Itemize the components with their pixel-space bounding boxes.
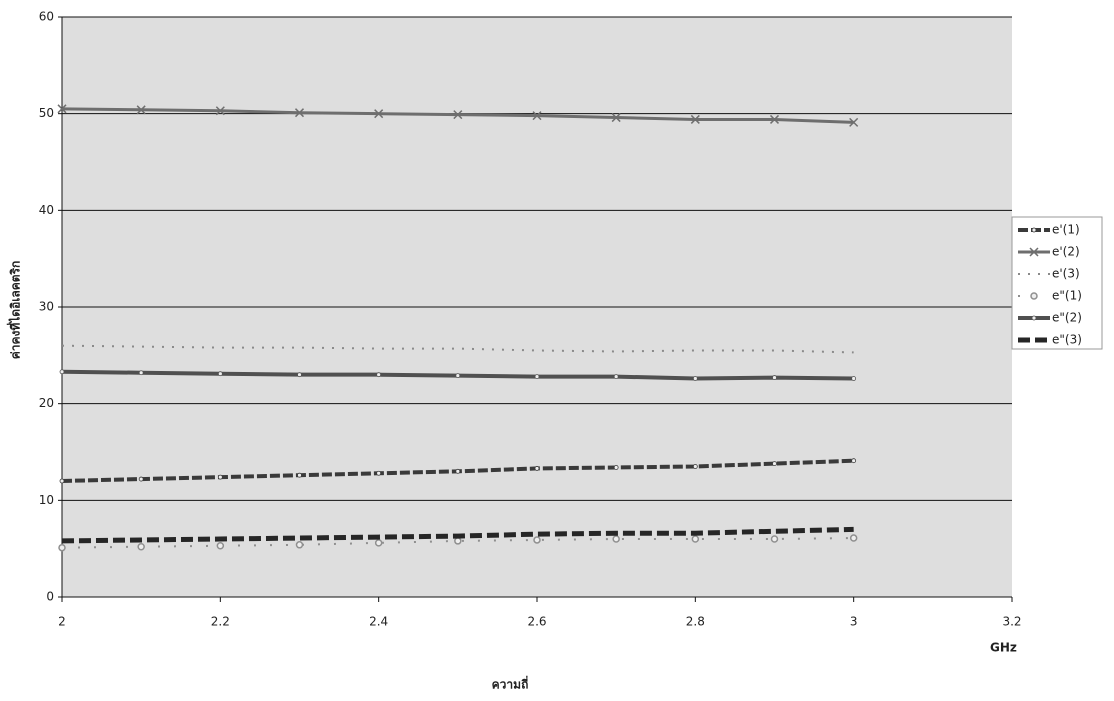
x-tick-label: 3.2 — [1002, 615, 1021, 629]
legend-marker — [1029, 247, 1039, 257]
marker — [770, 535, 779, 543]
marker — [849, 534, 858, 542]
marker — [772, 461, 777, 467]
marker — [533, 536, 541, 544]
series-line — [61, 526, 854, 544]
y-axis-title: ค่าคงที่ไดอิเลคตริก — [7, 261, 23, 360]
y-tick-label: 10 — [39, 493, 54, 507]
marker — [613, 374, 619, 380]
marker — [136, 105, 146, 115]
y-tick-label: 30 — [39, 300, 54, 314]
marker — [138, 476, 144, 482]
marker — [849, 117, 859, 127]
marker — [769, 114, 780, 124]
legend-label: e'(3) — [1052, 267, 1080, 281]
marker — [534, 374, 540, 380]
legend — [1011, 216, 1103, 350]
marker — [297, 372, 302, 378]
marker — [374, 109, 384, 119]
x-tick-label: 2.2 — [211, 615, 230, 629]
marker — [692, 464, 698, 469]
marker — [692, 376, 698, 381]
marker — [851, 458, 857, 464]
marker — [216, 542, 225, 550]
x-tick-label: 2.6 — [527, 615, 546, 629]
legend-marker — [1030, 292, 1038, 300]
legend-label: e"(2) — [1052, 311, 1082, 325]
x-tick-label: 3 — [850, 615, 858, 629]
legend-marker — [1031, 315, 1037, 321]
marker — [691, 535, 700, 543]
marker — [455, 373, 461, 379]
marker — [612, 535, 620, 543]
marker — [453, 110, 463, 120]
marker — [295, 541, 304, 549]
marker — [532, 111, 542, 121]
x-unit-label: GHz — [990, 641, 1017, 655]
marker — [217, 474, 223, 480]
marker — [59, 478, 65, 484]
marker — [534, 466, 540, 471]
marker — [217, 371, 223, 377]
y-tick-label: 40 — [39, 203, 54, 217]
marker — [374, 539, 383, 547]
marker — [215, 106, 225, 116]
y-tick-label: 50 — [39, 106, 54, 120]
legend-label: e"(3) — [1052, 333, 1082, 347]
marker — [772, 375, 777, 380]
y-tick-label: 0 — [46, 590, 54, 604]
y-tick-label: 60 — [39, 10, 54, 24]
legend-label: e'(2) — [1052, 245, 1080, 259]
marker — [611, 113, 621, 123]
marker — [613, 465, 619, 470]
x-tick-label: 2 — [58, 615, 66, 629]
legend-marker — [1031, 227, 1037, 233]
marker — [376, 470, 382, 476]
marker — [57, 104, 67, 114]
marker — [138, 370, 144, 376]
x-tick-label: 2.8 — [686, 615, 705, 629]
x-tick-label: 2.4 — [369, 615, 388, 629]
legend-label: e'(1) — [1052, 223, 1080, 237]
x-axis-title: ความถี่ — [492, 676, 529, 692]
marker — [294, 108, 305, 118]
marker — [454, 537, 462, 545]
marker — [297, 472, 302, 478]
marker — [851, 376, 857, 381]
marker — [58, 543, 66, 552]
legend-label: e"(1) — [1052, 289, 1082, 303]
series-line — [61, 344, 854, 354]
marker — [59, 369, 65, 375]
marker — [376, 372, 382, 378]
marker — [690, 114, 700, 124]
marker — [137, 542, 145, 551]
y-tick-label: 20 — [39, 396, 54, 410]
marker — [455, 468, 461, 474]
